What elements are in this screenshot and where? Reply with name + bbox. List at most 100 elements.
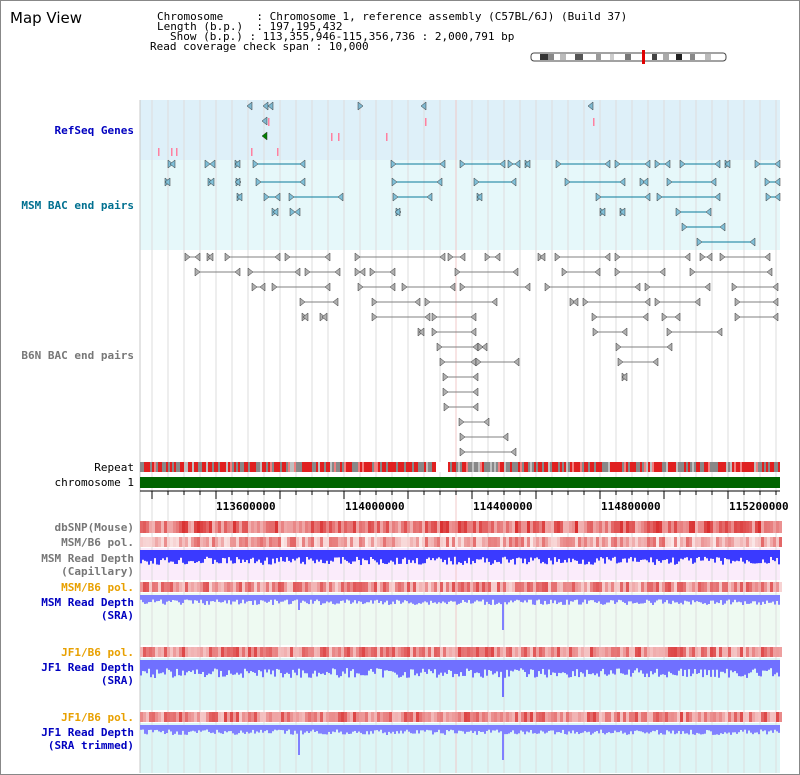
jf1-sra-depth-bar bbox=[418, 660, 420, 677]
jf1-trim-depth-bar bbox=[482, 725, 484, 732]
dbsnp-heat-cell bbox=[281, 521, 284, 533]
msm-capillary-depth-bar bbox=[678, 550, 680, 562]
jf1-trim-depth-bar bbox=[422, 725, 424, 731]
jf1-trim-depth-bar bbox=[654, 725, 656, 732]
repeat-segment bbox=[224, 462, 226, 472]
msm-sra-depth-bar bbox=[418, 595, 420, 604]
msm-sra-depth-bar bbox=[430, 595, 432, 601]
jf1-b6-pol-heat-cell bbox=[380, 712, 383, 722]
jf1-trim-depth-bar bbox=[416, 725, 418, 731]
msm-capillary-depth-bar bbox=[592, 550, 594, 565]
msm-bac-end bbox=[337, 192, 344, 202]
msm-sra-depth-bar bbox=[228, 595, 230, 601]
jf1-b6-pol-heat-cell bbox=[203, 647, 206, 657]
jf1-sra-depth-bar bbox=[338, 660, 340, 678]
msm-b6-pol-heat-cell bbox=[677, 537, 680, 547]
repeat-segment bbox=[168, 462, 170, 472]
msm-capillary-depth-bar bbox=[490, 550, 492, 565]
b6n-bac-end bbox=[604, 252, 611, 262]
repeat-segment bbox=[408, 462, 410, 472]
msm-capillary-depth-bar bbox=[462, 550, 464, 565]
msm-b6-pol-heat-cell bbox=[422, 537, 425, 547]
jf1-trim-depth-bar bbox=[736, 725, 738, 734]
msm-sra-depth-bar bbox=[210, 595, 212, 602]
jf1-b6-pol-heat-cell bbox=[224, 712, 227, 722]
msm-b6-pol-heat-cell bbox=[281, 582, 284, 592]
dbsnp-heat-cell bbox=[320, 521, 323, 533]
msm-capillary-depth-bar bbox=[416, 550, 418, 559]
msm-sra-depth-bar bbox=[446, 595, 448, 605]
msm-sra-depth-bar bbox=[502, 595, 504, 630]
msm-b6-pol-heat-cell bbox=[335, 537, 338, 547]
msm-b6-pol-heat-cell bbox=[716, 537, 719, 547]
repeat-segment bbox=[622, 462, 624, 472]
jf1-b6-pol-heat-cell bbox=[590, 647, 593, 657]
jf1-trim-depth-bar bbox=[550, 725, 552, 731]
msm-sra-depth-bar bbox=[260, 595, 262, 601]
jf1-b6-pol-heat-cell bbox=[527, 712, 530, 722]
jf1-b6-pol-heat-cell bbox=[488, 712, 491, 722]
jf1-b6-pol-heat-cell bbox=[620, 647, 623, 657]
msm-sra-depth-bar bbox=[754, 595, 756, 602]
jf1-b6-pol-heat-cell bbox=[464, 647, 467, 657]
jf1-sra-depth-bar bbox=[500, 660, 502, 672]
jf1-b6-pol-heat-cell bbox=[437, 712, 440, 722]
msm-capillary-depth-bar bbox=[708, 550, 710, 561]
msm-b6-pol-heat-cell bbox=[329, 537, 332, 547]
refseq-gene-marker bbox=[357, 101, 364, 111]
jf1-sra-depth-bar bbox=[740, 660, 742, 677]
msm-capillary-depth-bar bbox=[350, 550, 352, 564]
repeat-segment bbox=[318, 462, 320, 472]
msm-capillary-depth-bar bbox=[332, 550, 334, 562]
jf1-b6-pol-heat-cell bbox=[668, 712, 671, 722]
msm-sra-depth-bar bbox=[240, 595, 242, 604]
msm-capillary-depth-bar bbox=[222, 550, 224, 558]
repeat-segment bbox=[256, 462, 258, 472]
jf1-sra-depth-bar bbox=[580, 660, 582, 673]
jf1-trim-depth-bar bbox=[752, 725, 754, 735]
jf1-trim-depth-bar bbox=[590, 725, 592, 735]
jf1-sra-depth-bar bbox=[662, 660, 664, 675]
repeat-segment bbox=[296, 462, 298, 472]
msm-sra-depth-bar bbox=[346, 595, 348, 600]
b6n-bac-end bbox=[766, 267, 773, 277]
msm-sra-depth-bar bbox=[512, 595, 514, 603]
jf1-b6-pol-heat-cell bbox=[368, 647, 371, 657]
refseq-variant-tick bbox=[171, 148, 173, 156]
msm-b6-pol-heat-cell bbox=[539, 582, 542, 592]
msm-sra-depth-bar bbox=[232, 595, 234, 602]
jf1-b6-pol-heat-cell bbox=[359, 712, 362, 722]
jf1-sra-depth-bar bbox=[140, 660, 142, 676]
repeat-segment bbox=[674, 462, 676, 472]
jf1-b6-pol-heat-cell bbox=[524, 712, 527, 722]
jf1-sra-depth-bar bbox=[246, 660, 248, 672]
msm-capillary-depth-bar bbox=[400, 550, 402, 564]
msm-capillary-depth-bar bbox=[364, 550, 366, 561]
repeat-segment bbox=[416, 462, 418, 472]
jf1-sra-depth-bar bbox=[410, 660, 412, 670]
msm-sra-depth-bar bbox=[338, 595, 340, 604]
msm-capillary-depth-bar bbox=[718, 550, 720, 558]
msm-capillary-depth-bar bbox=[418, 550, 420, 565]
jf1-trim-depth-bar bbox=[534, 725, 536, 734]
jf1-b6-pol-heat-cell bbox=[566, 712, 569, 722]
jf1-sra-depth-bar bbox=[440, 660, 442, 673]
msm-capillary-depth-bar bbox=[754, 550, 756, 564]
msm-capillary-depth-bar bbox=[182, 550, 184, 563]
msm-sra-depth-bar bbox=[494, 595, 496, 605]
jf1-b6-pol-heat-cell bbox=[215, 712, 218, 722]
msm-sra-depth-bar bbox=[578, 595, 580, 605]
msm-b6-pol-heat-cell bbox=[677, 582, 680, 592]
msm-b6-pol-heat-cell bbox=[344, 582, 347, 592]
dbsnp-heat-cell bbox=[686, 521, 689, 533]
msm-sra-depth-bar bbox=[712, 595, 714, 601]
repeat-segment bbox=[346, 462, 348, 472]
dbsnp-heat-cell bbox=[548, 521, 551, 533]
jf1-trim-depth-bar bbox=[644, 725, 646, 734]
jf1-trim-depth-bar bbox=[688, 725, 690, 735]
msm-sra-depth-bar bbox=[664, 595, 666, 603]
msm-b6-pol-heat-cell bbox=[392, 582, 395, 592]
msm-b6-pol-heat-cell bbox=[410, 537, 413, 547]
msm-capillary-depth-bar bbox=[264, 550, 266, 561]
